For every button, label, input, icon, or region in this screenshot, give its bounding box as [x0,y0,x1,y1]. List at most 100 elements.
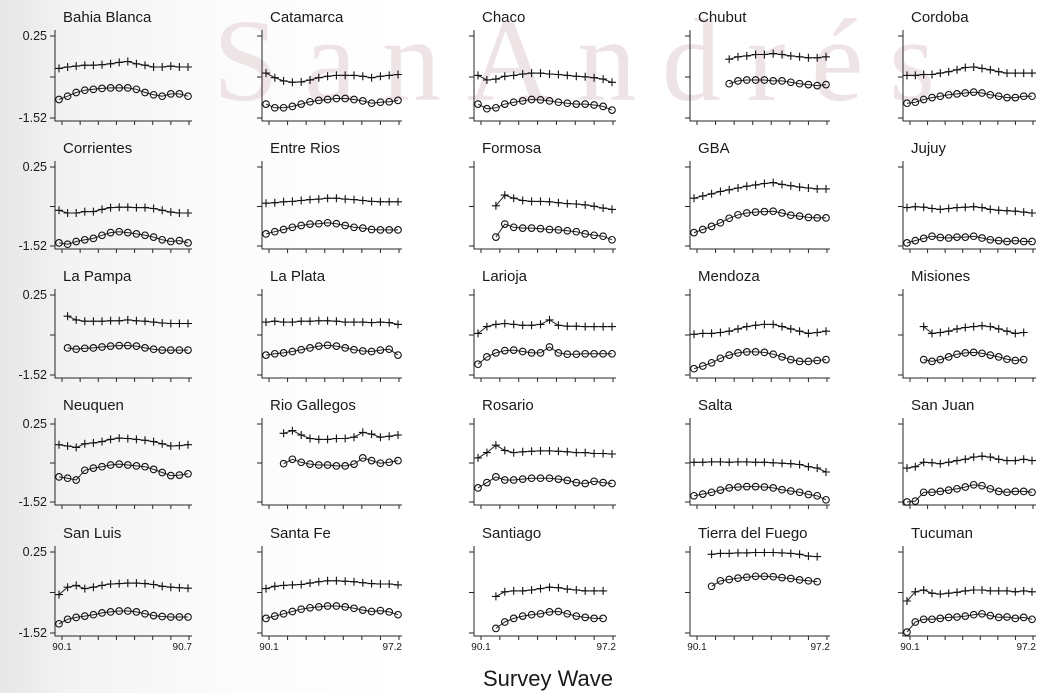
plus-marker [813,328,822,337]
plus-marker [332,434,341,443]
plus-marker [297,580,306,589]
circle-marker [509,223,518,232]
plus-marker [175,583,184,592]
plus-marker [961,323,970,332]
circle-marker [545,97,554,105]
circle-marker [725,79,734,88]
circle-marker [760,572,769,581]
plus-marker [554,321,563,330]
panel-neuquen: Neuquen 0.25 -1.52 [19,397,192,509]
plus-marker [572,586,581,594]
circle-marker [1028,615,1036,624]
circle-marker [563,99,572,108]
plus-marker [599,204,608,213]
circle-marker [279,225,288,234]
circle-marker [1028,237,1036,246]
plus-marker [804,462,813,471]
circle-marker [953,90,961,98]
plus-marker [72,581,81,590]
plus-marker [89,438,98,447]
plus-marker [716,328,725,337]
plus-marker [509,71,518,80]
plus-marker [795,183,804,192]
circle-marker [341,94,350,103]
plus-marker [158,439,167,448]
plus-marker [1019,69,1028,78]
circle-marker [822,355,830,364]
plus-marker [350,318,358,327]
plus-marker [961,455,970,464]
series-line-plus [477,444,613,459]
circle-marker [572,100,581,108]
series-line-plus [477,319,612,334]
plus-marker [474,71,482,80]
circle-marker [760,483,769,491]
plus-marker [769,178,778,187]
plus-marker [262,69,270,78]
circle-marker [698,362,707,370]
plus-marker [500,72,509,81]
circle-marker [903,99,911,108]
circle-marker [608,479,616,488]
circle-marker [518,224,527,232]
circle-marker [306,97,314,106]
plus-marker [279,429,288,438]
circle-marker [332,602,341,610]
plus-marker [969,202,978,211]
plus-marker [63,442,72,450]
plus-marker [72,315,81,324]
panel-title: Jujuy [911,140,947,157]
circle-marker [716,354,725,363]
circle-marker [175,471,184,479]
circle-marker [509,346,518,354]
panel-entre-rios: Entre Rios [257,140,402,253]
circle-marker [184,613,192,621]
circle-marker [262,614,270,623]
plus-marker [306,579,314,588]
circle-marker [158,92,167,101]
plus-marker [778,548,786,557]
circle-marker [986,484,995,493]
series-line-plus [265,72,399,83]
x-tick-label: 90.1 [259,642,279,653]
circle-marker [795,576,804,584]
circle-marker [115,84,124,92]
plus-marker [944,589,953,598]
plus-marker [166,208,175,217]
circle-marker [778,353,786,361]
circle-marker [1003,488,1011,497]
circle-marker [751,208,760,216]
series-line-circle [265,344,399,356]
circle-marker [500,346,509,355]
circle-marker [175,613,184,621]
circle-marker [72,613,81,622]
plus-marker [332,194,341,203]
plus-marker [72,62,81,71]
panel-title: Neuquen [63,397,124,414]
circle-marker [166,471,175,480]
plus-marker [953,203,961,212]
circle-marker [725,351,734,359]
circle-marker [376,98,385,107]
plus-marker [944,67,953,76]
plus-marker [608,322,616,331]
plus-marker [734,548,742,557]
circle-marker [994,487,1003,496]
circle-marker [936,355,945,364]
panel-title: GBA [698,140,730,157]
plus-marker [903,597,911,605]
plus-marker [306,317,314,326]
plus-marker [376,72,385,81]
panel-title: Rosario [482,397,534,414]
circle-marker [158,346,167,354]
plus-marker [527,321,536,330]
circle-marker [698,225,707,234]
plus-marker [804,184,813,192]
plus-marker [394,70,402,79]
plus-marker [341,71,350,80]
circle-marker [944,486,953,494]
plus-marker [994,324,1003,333]
plus-marker [527,586,536,594]
plus-marker [358,72,367,81]
panel-axes [54,161,192,250]
